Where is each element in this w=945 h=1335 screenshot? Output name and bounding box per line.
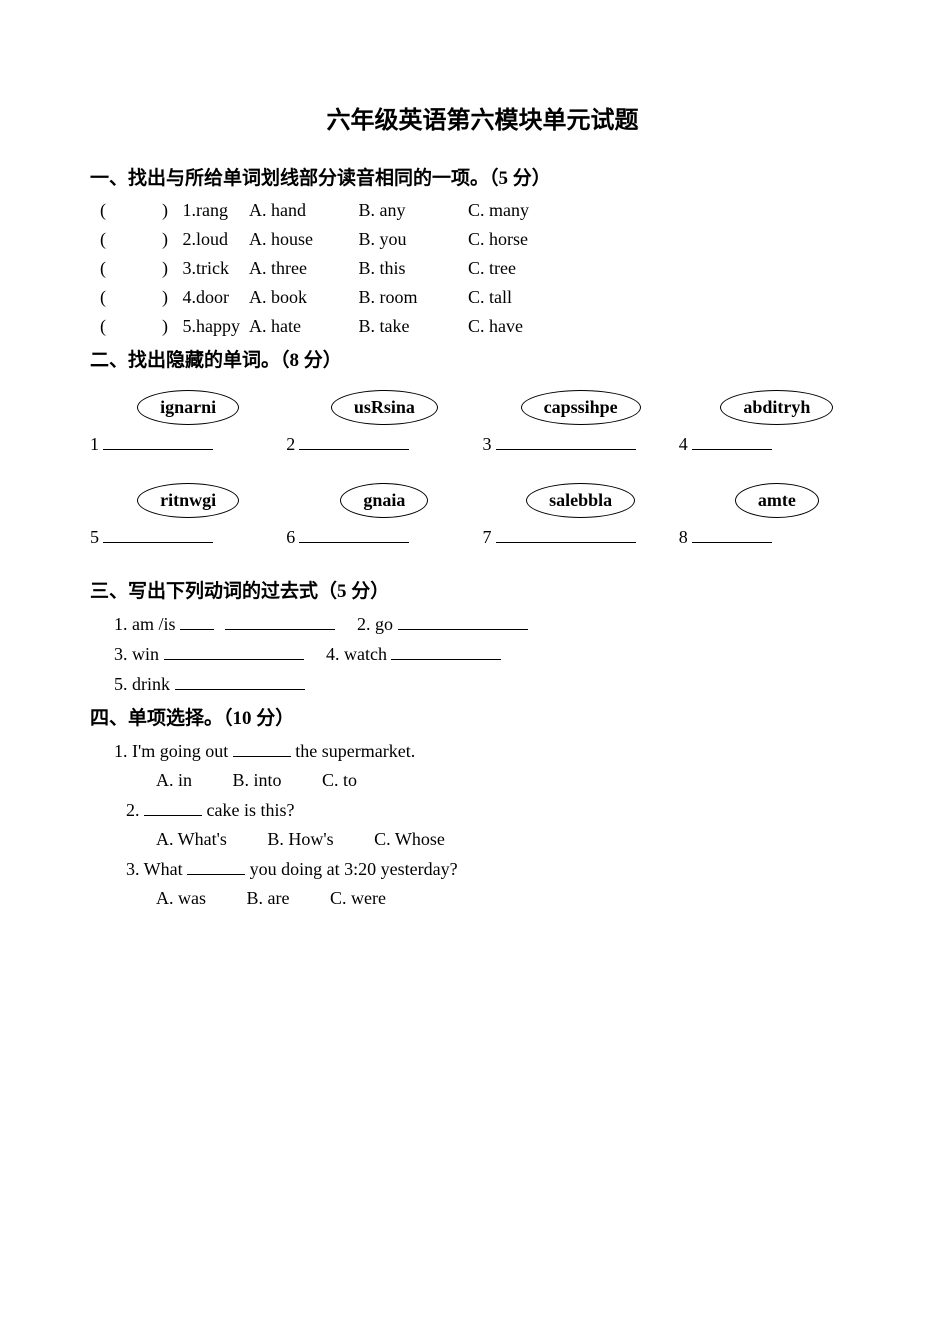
s2-bubble-row2: ritnwgi gnaia salebbla amte xyxy=(90,483,875,518)
s4-q1-opts: A. in B. into C. to xyxy=(156,770,875,791)
s3-line: 3. win 4. watch xyxy=(114,643,875,665)
s4-q3-A: A. was xyxy=(156,888,206,909)
s4-q1-a: 1. I'm going out xyxy=(114,741,233,761)
s1-r3-a: A. three xyxy=(249,258,354,279)
s4-q2-C: C. Whose xyxy=(374,829,445,850)
s4-q1-stem: 1. I'm going out the supermarket. xyxy=(114,740,875,762)
s2-answer-row1: 1 2 3 4 xyxy=(90,431,875,455)
s1-r1-b: B. any xyxy=(359,200,464,221)
s4-q1-C: C. to xyxy=(322,770,357,791)
answer-line[interactable] xyxy=(496,431,636,450)
s1-r5-b: B. take xyxy=(359,316,464,337)
s2-num: 3 xyxy=(483,434,492,454)
s3-i3: 3. win xyxy=(114,644,159,664)
s3-i1: 1. am /is xyxy=(114,614,176,634)
s1-r1-c: C. many xyxy=(468,200,573,221)
s4-q3-opts: A. was B. are C. were xyxy=(156,888,875,909)
s1-r3-num: 3.trick xyxy=(183,258,245,279)
s2-bubble: usRsina xyxy=(331,390,438,425)
s4-q1-A: A. in xyxy=(156,770,192,791)
answer-line[interactable] xyxy=(398,613,528,630)
s1-r4-num: 4.door xyxy=(183,287,245,308)
s1-r4-c: C. tall xyxy=(468,287,573,308)
s3-line: 1. am /is 2. go xyxy=(114,613,875,635)
s1-row: () 2.loud A. house B. you C. horse xyxy=(100,229,875,250)
section4-heading: 四、单项选择。（10 分） xyxy=(90,703,875,730)
s2-answer-row2: 5 6 7 8 xyxy=(90,524,875,548)
s1-r5-num: 5.happy xyxy=(183,316,245,337)
s2-bubble-row1: ignarni usRsina capssihpe abditryh xyxy=(90,390,875,425)
s3-i2: 2. go xyxy=(357,614,393,634)
s2-bubble: salebbla xyxy=(526,483,635,518)
answer-line[interactable] xyxy=(187,858,245,875)
s2-num: 2 xyxy=(286,434,295,454)
page-title: 六年级英语第六模块单元试题 xyxy=(90,100,875,135)
s1-r4-a: A. book xyxy=(249,287,354,308)
section1-heading: 一、找出与所给单词划线部分读音相同的一项。（5 分） xyxy=(90,163,875,190)
s1-r3-c: C. tree xyxy=(468,258,573,279)
s4-q2-stem: 2. cake is this? xyxy=(126,799,875,821)
s1-r5-a: A. hate xyxy=(249,316,354,337)
answer-line[interactable] xyxy=(496,524,636,543)
s2-bubble: ritnwgi xyxy=(137,483,239,518)
s2-bubble: capssihpe xyxy=(521,390,641,425)
s2-num: 7 xyxy=(483,527,492,547)
s1-r2-num: 2.loud xyxy=(183,229,245,250)
s2-num: 5 xyxy=(90,527,99,547)
s1-r2-c: C. horse xyxy=(468,229,573,250)
s1-row: () 5.happy A. hate B. take C. have xyxy=(100,316,875,337)
s2-num: 6 xyxy=(286,527,295,547)
s4-q2-A: A. What's xyxy=(156,829,227,850)
s4-q3-C: C. were xyxy=(330,888,386,909)
s4-q2-a: 2. xyxy=(126,800,144,820)
s1-r4-b: B. room xyxy=(359,287,464,308)
s4-q3-stem: 3. What you doing at 3:20 yesterday? xyxy=(126,858,875,880)
answer-line[interactable] xyxy=(299,431,409,450)
s1-row: () 4.door A. book B. room C. tall xyxy=(100,287,875,308)
s2-num: 4 xyxy=(679,434,688,454)
s2-bubble: abditryh xyxy=(720,390,833,425)
s1-r5-c: C. have xyxy=(468,316,573,337)
s2-num: 8 xyxy=(679,527,688,547)
answer-line[interactable] xyxy=(299,524,409,543)
section3-heading: 三、写出下列动词的过去式（5 分） xyxy=(90,576,875,603)
s1-r3-b: B. this xyxy=(359,258,464,279)
s1-r1-a: A. hand xyxy=(249,200,354,221)
answer-line[interactable] xyxy=(692,431,772,450)
s1-row: () 3.trick A. three B. this C. tree xyxy=(100,258,875,279)
answer-line[interactable] xyxy=(692,524,772,543)
s3-line: 5. drink xyxy=(114,673,875,695)
s2-bubble: amte xyxy=(735,483,819,518)
s1-row: () 1.rang A. hand B. any C. many xyxy=(100,200,875,221)
s3-i4: 4. watch xyxy=(326,644,387,664)
answer-line[interactable] xyxy=(144,799,202,816)
s2-bubble: gnaia xyxy=(340,483,428,518)
s4-q3-a: 3. What xyxy=(126,859,187,879)
s4-q2-opts: A. What's B. How's C. Whose xyxy=(156,829,875,850)
s4-q1-B: B. into xyxy=(233,770,282,791)
answer-line[interactable] xyxy=(225,613,335,630)
answer-line[interactable] xyxy=(180,613,214,630)
answer-line[interactable] xyxy=(233,740,291,757)
s4-q3-b: you doing at 3:20 yesterday? xyxy=(245,859,457,879)
s3-i5: 5. drink xyxy=(114,674,170,694)
s1-r2-a: A. house xyxy=(249,229,354,250)
s4-q1-b: the supermarket. xyxy=(291,741,415,761)
s4-q2-b: cake is this? xyxy=(202,800,294,820)
s1-r2-b: B. you xyxy=(359,229,464,250)
answer-line[interactable] xyxy=(175,673,305,690)
answer-line[interactable] xyxy=(103,431,213,450)
s2-num: 1 xyxy=(90,434,99,454)
s4-q3-B: B. are xyxy=(247,888,290,909)
worksheet-page: 六年级英语第六模块单元试题 一、找出与所给单词划线部分读音相同的一项。（5 分）… xyxy=(0,0,945,1335)
s2-bubble: ignarni xyxy=(137,390,239,425)
s4-q2-B: B. How's xyxy=(267,829,333,850)
section2-heading: 二、找出隐藏的单词。（8 分） xyxy=(90,345,875,372)
answer-line[interactable] xyxy=(164,643,304,660)
answer-line[interactable] xyxy=(391,643,501,660)
answer-line[interactable] xyxy=(103,524,213,543)
s1-r1-num: 1.rang xyxy=(183,200,245,221)
